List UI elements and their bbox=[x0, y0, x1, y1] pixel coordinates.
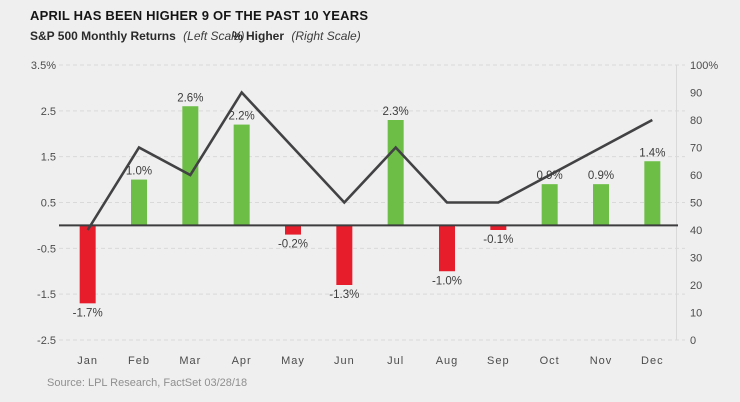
bar-value-label: -1.3% bbox=[329, 289, 359, 301]
bar-mar bbox=[182, 106, 199, 226]
month-label-jan: Jan bbox=[77, 355, 98, 367]
bar-jan bbox=[79, 225, 96, 304]
bar-sep bbox=[490, 225, 507, 230]
right-axis-tick: 10 bbox=[690, 308, 702, 320]
left-axis-tick: -1.5 bbox=[37, 289, 56, 301]
month-label-aug: Aug bbox=[436, 355, 459, 367]
legend-right-label: % Higher bbox=[232, 29, 285, 43]
legend: S&P 500 Monthly Returns (Left Scale) % H… bbox=[0, 29, 740, 45]
month-label-feb: Feb bbox=[128, 355, 150, 367]
right-axis-tick: 90 bbox=[690, 88, 702, 100]
month-label-may: May bbox=[281, 355, 305, 367]
right-axis-tick: 0 bbox=[690, 335, 696, 347]
month-label-jun: Jun bbox=[334, 355, 355, 367]
legend-item-right-scale: % Higher (Right Scale) bbox=[232, 29, 361, 43]
left-axis-tick: 0.5 bbox=[41, 198, 56, 210]
bar-may bbox=[285, 225, 301, 235]
bar-value-label: -0.1% bbox=[483, 234, 513, 246]
right-axis-tick: 50 bbox=[690, 198, 702, 210]
bar-dec bbox=[644, 161, 661, 226]
right-axis-tick: 40 bbox=[690, 225, 702, 237]
bar-value-label: -1.7% bbox=[73, 307, 103, 319]
left-axis-tick: 1.5 bbox=[41, 152, 56, 164]
bar-feb bbox=[131, 179, 147, 226]
bar-aug bbox=[439, 225, 455, 272]
left-axis-tick: -0.5 bbox=[37, 243, 56, 255]
bar-value-label: 2.3% bbox=[383, 106, 409, 118]
bar-nov bbox=[593, 184, 609, 226]
bar-jun bbox=[336, 225, 353, 285]
month-label-nov: Nov bbox=[590, 355, 613, 367]
legend-right-scale-note: (Right Scale) bbox=[291, 29, 361, 43]
left-axis-tick: 3.5% bbox=[31, 60, 56, 72]
right-axis-tick: 30 bbox=[690, 253, 702, 265]
bar-value-label: -0.2% bbox=[278, 239, 308, 251]
month-label-mar: Mar bbox=[179, 355, 201, 367]
right-axis-tick: 70 bbox=[690, 143, 702, 155]
legend-left-label: S&P 500 Monthly Returns bbox=[30, 29, 176, 43]
bar-value-label: 2.2% bbox=[229, 111, 255, 123]
legend-left-scale-note: (Left Scale) bbox=[183, 29, 245, 43]
bar-apr bbox=[233, 124, 250, 226]
bar-value-label: 0.9% bbox=[588, 170, 614, 182]
pct-higher-line bbox=[86, 90, 653, 231]
month-label-dec: Dec bbox=[641, 355, 664, 367]
month-label-oct: Oct bbox=[540, 355, 560, 367]
legend-item-left-scale: S&P 500 Monthly Returns (Left Scale) bbox=[30, 29, 245, 43]
right-axis-tick: 80 bbox=[690, 115, 702, 127]
month-label-apr: Apr bbox=[232, 355, 252, 367]
right-axis-tick: 100% bbox=[690, 60, 718, 72]
bar-value-label: 0.9% bbox=[537, 170, 563, 182]
chart-title: APRIL HAS BEEN HIGHER 9 OF THE PAST 10 Y… bbox=[30, 8, 369, 23]
month-label-jul: Jul bbox=[387, 355, 404, 367]
bar-value-label: 2.6% bbox=[177, 92, 203, 104]
bar-value-label: 1.0% bbox=[126, 166, 152, 178]
month-label-sep: Sep bbox=[487, 355, 510, 367]
bar-value-label: 1.4% bbox=[639, 147, 665, 159]
left-axis-tick: -2.5 bbox=[37, 335, 56, 347]
right-axis-tick: 20 bbox=[690, 280, 702, 292]
source-note: Source: LPL Research, FactSet 03/28/18 bbox=[47, 377, 248, 389]
left-axis-tick: 2.5 bbox=[41, 106, 56, 118]
bar-value-label: -1.0% bbox=[432, 275, 462, 287]
right-axis-tick: 60 bbox=[690, 170, 702, 182]
bar-jul bbox=[387, 120, 404, 226]
bar-oct bbox=[541, 184, 558, 226]
